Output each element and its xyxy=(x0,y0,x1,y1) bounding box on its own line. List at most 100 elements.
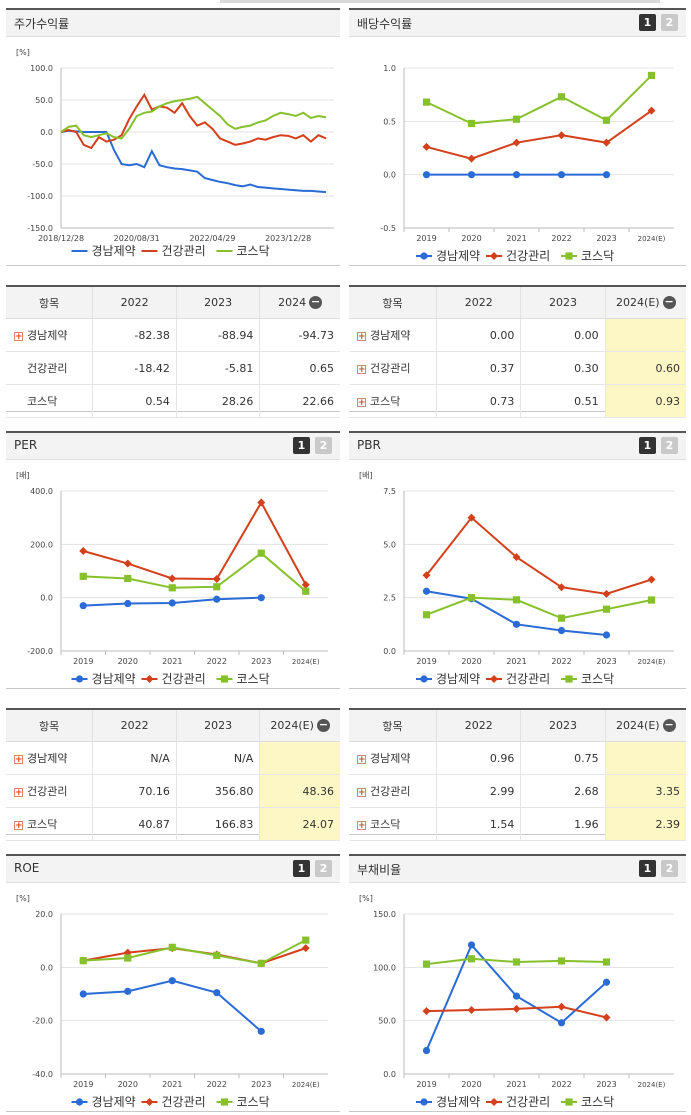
row-label-cell[interactable]: + 경남제약 xyxy=(6,318,93,352)
chart-view-2-button[interactable]: 2 xyxy=(661,860,678,877)
table-cell xyxy=(604,741,686,775)
table-header-row: 항목 2022 2023 2024(E) − xyxy=(349,287,686,319)
series-line xyxy=(60,129,327,194)
collapse-minus-icon[interactable]: − xyxy=(309,295,323,310)
expand-plus-icon[interactable]: + xyxy=(14,820,23,831)
series-line xyxy=(426,74,653,125)
data-point xyxy=(602,631,611,639)
x-tick-label: 2023 xyxy=(596,234,616,243)
column-header-label: 항목 xyxy=(39,296,60,310)
pbr-table-panel: 항목 2022 2023 2024(E) − + 경남제약 0.96 0.75 + 건강관리 2.99… xyxy=(349,708,686,841)
y-tick-label: -0.5 xyxy=(380,224,396,233)
row-label: 경남제약 xyxy=(27,752,68,765)
chart-view-1-button[interactable]: 1 xyxy=(639,860,656,877)
y-tick-label: 100.0 xyxy=(30,64,53,73)
panel-header: 부채비율 1 2 xyxy=(349,856,686,883)
y-tick-label: 0.0 xyxy=(383,647,396,656)
x-tick-label: 2022 xyxy=(207,1080,227,1089)
row-label-cell[interactable]: + 건강관리 xyxy=(349,774,437,808)
data-point xyxy=(557,626,566,635)
y-tick-label: 200.0 xyxy=(30,540,53,549)
x-tick-label: 2024(E) xyxy=(638,235,666,243)
data-point xyxy=(512,115,521,123)
column-header: 2022 xyxy=(436,710,521,742)
expand-plus-icon[interactable]: + xyxy=(357,331,366,342)
data-point xyxy=(79,957,87,965)
collapse-minus-icon[interactable]: − xyxy=(662,295,676,310)
data-point xyxy=(557,614,566,622)
expand-plus-icon[interactable]: + xyxy=(14,754,23,765)
panel-header: PBR 1 2 xyxy=(349,433,686,460)
series-line xyxy=(425,516,652,595)
x-tick-label: 2020 xyxy=(461,657,481,666)
data-point xyxy=(512,596,521,604)
chart-view-2-button[interactable]: 2 xyxy=(661,14,678,31)
row-label-cell[interactable]: + 코스닥 xyxy=(349,384,437,418)
column-header: 2022 xyxy=(92,287,177,319)
chart-view-2-button[interactable]: 2 xyxy=(315,860,332,877)
legend-marker xyxy=(490,252,498,260)
column-header: 항목 xyxy=(6,710,93,742)
y-tick-label: 7.5 xyxy=(383,487,396,496)
collapse-minus-icon[interactable]: − xyxy=(316,718,330,733)
row-label-cell[interactable]: + 건강관리 xyxy=(349,351,437,385)
x-tick-label: 2019 xyxy=(73,657,93,666)
expand-plus-icon[interactable]: + xyxy=(357,397,366,408)
expand-plus-icon[interactable]: + xyxy=(357,820,366,831)
panel-header: 배당수익률 1 2 xyxy=(349,10,686,37)
row-label-cell[interactable]: 코스닥 xyxy=(6,384,93,418)
row-label-cell[interactable]: + 건강관리 xyxy=(6,774,93,808)
row-label-cell[interactable]: + 코스닥 xyxy=(6,807,93,841)
data-point xyxy=(467,171,476,179)
expand-plus-icon[interactable]: + xyxy=(357,754,366,765)
column-header-label: 2022 xyxy=(120,719,149,732)
legend-label: 경남제약 xyxy=(92,671,136,686)
chart-view-1-button[interactable]: 1 xyxy=(293,437,310,454)
chart-view-1-button[interactable]: 1 xyxy=(639,437,656,454)
legend-label: 경남제약 xyxy=(436,248,480,263)
table-cell: 1.96 xyxy=(520,807,606,841)
row-label-cell[interactable]: + 경남제약 xyxy=(349,318,437,352)
collapse-minus-icon[interactable]: − xyxy=(662,718,676,733)
data-point xyxy=(602,589,611,598)
y-tick-label: 5.0 xyxy=(383,540,396,549)
column-header: 항목 xyxy=(349,710,437,742)
legend-marker xyxy=(565,1098,573,1106)
legend-label: 코스닥 xyxy=(581,672,614,686)
per-chart: [배]400.0 200.0 0.0 -200.0 2019 2020 2021 2022 20… xyxy=(16,471,328,686)
data-point xyxy=(422,960,431,968)
chart-view-2-button[interactable]: 2 xyxy=(315,437,332,454)
expand-plus-icon[interactable]: + xyxy=(357,364,366,375)
data-point xyxy=(557,1002,566,1011)
table-row: + 건강관리 2.99 2.68 3.35 xyxy=(349,774,686,808)
table-cell: 0.96 xyxy=(436,741,521,775)
column-header-label: 2022 xyxy=(464,296,493,309)
data-point xyxy=(647,596,656,604)
row-label-cell[interactable]: + 경남제약 xyxy=(349,741,437,775)
row-label: 코스닥 xyxy=(370,818,401,831)
table-row: 코스닥 0.54 28.26 22.66 xyxy=(6,384,340,418)
row-label-cell[interactable]: + 코스닥 xyxy=(349,807,437,841)
chart-view-1-button[interactable]: 1 xyxy=(293,860,310,877)
data-point xyxy=(124,954,132,962)
expand-plus-icon[interactable]: + xyxy=(14,331,23,342)
x-tick-label: 2021 xyxy=(506,657,526,666)
table-cell: 28.26 xyxy=(175,384,260,418)
column-header: 2023 xyxy=(175,287,260,319)
table-cell: -88.94 xyxy=(175,318,260,352)
row-label-cell[interactable]: 건강관리 xyxy=(6,351,93,385)
dividend-yield-chart: 1.0 0.5 0.0 -0.5 2019 2020 2021 2022 2023 2024(E)… xyxy=(380,64,674,263)
data-point xyxy=(467,594,476,602)
table-row: + 경남제약 N/A N/A xyxy=(6,741,340,775)
row-label-cell[interactable]: + 경남제약 xyxy=(6,741,93,775)
expand-plus-icon[interactable]: + xyxy=(357,787,366,798)
row-label: 건강관리 xyxy=(27,362,68,375)
legend-label: 건강관리 xyxy=(162,244,206,258)
y-tick-label: 0.0 xyxy=(383,1070,396,1079)
chart-view-2-button[interactable]: 2 xyxy=(661,437,678,454)
chart-view-1-button[interactable]: 1 xyxy=(639,14,656,31)
row-label: 건강관리 xyxy=(370,362,411,375)
expand-plus-icon[interactable]: + xyxy=(14,787,23,798)
table-cell: 2.68 xyxy=(520,774,606,808)
stock-table-panel: 항목 2022 2023 2024− + 경남제약 -82.38 -88.94 -94.73 건강… xyxy=(6,285,340,418)
